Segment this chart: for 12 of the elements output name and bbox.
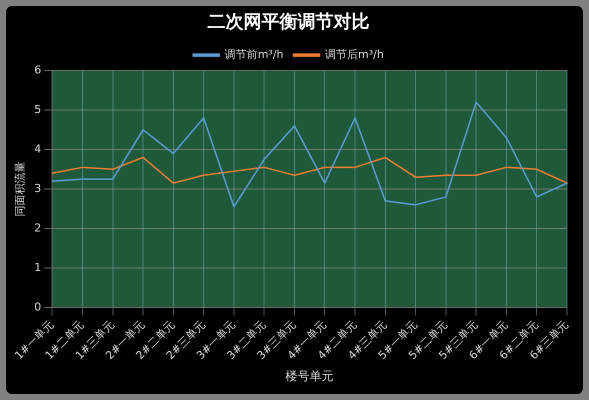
chart-title: 二次网平衡调节对比 <box>208 11 370 32</box>
y-tick-label: 3 <box>34 182 42 195</box>
y-tick-label: 1 <box>34 260 42 274</box>
y-tick-label: 4 <box>34 142 42 156</box>
legend-label: 调节前m³/h <box>224 48 284 61</box>
y-tick-label: 0 <box>34 300 42 314</box>
x-axis-title: 楼号单元 <box>286 368 334 383</box>
y-tick-label: 6 <box>34 63 42 76</box>
y-tick-label: 5 <box>34 102 42 116</box>
legend-label: 调节后m³/h <box>325 48 384 61</box>
y-axis-title: 同面积流量 <box>13 162 26 217</box>
y-tick-label: 2 <box>34 221 42 234</box>
